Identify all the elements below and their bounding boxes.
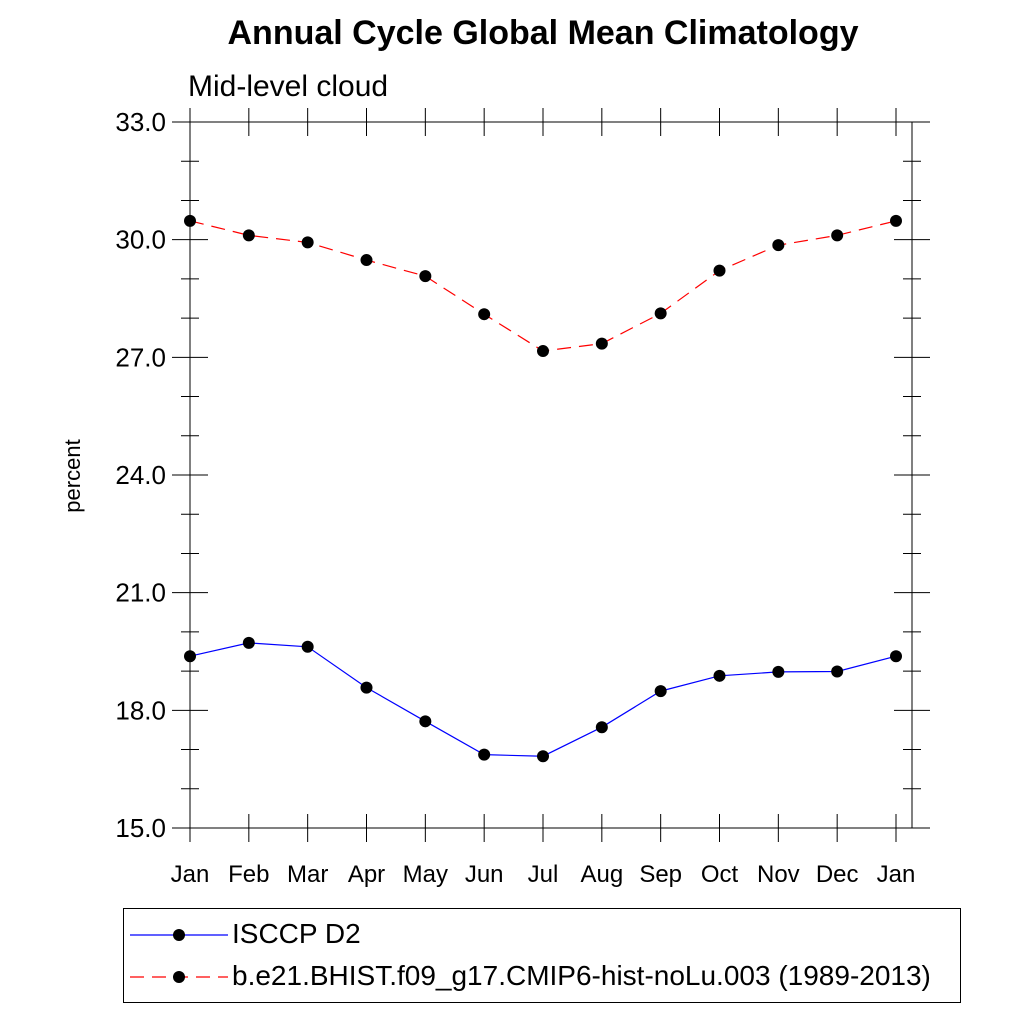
- y-tick-label: 21.0: [115, 578, 166, 608]
- data-point-series-1: [478, 308, 491, 321]
- x-tick-label: May: [403, 861, 448, 888]
- x-tick-label: Apr: [348, 861, 385, 888]
- data-point-series-1: [772, 239, 785, 252]
- legend-entry-isccp: ISCCP D2: [124, 915, 960, 955]
- y-tick-label: 27.0: [115, 342, 166, 372]
- data-point-series-0: [419, 715, 432, 728]
- data-point-series-0: [831, 665, 844, 678]
- data-point-series-0: [242, 636, 255, 649]
- x-tick-label: Nov: [757, 861, 800, 888]
- legend-label-isccp: ISCCP D2: [232, 918, 361, 949]
- data-point-series-1: [537, 345, 549, 358]
- chart-canvas: 15.0 18.0 21.0 24.0 27.0 30.0 33.0 Jan Feb Mar Apr…: [60, 107, 930, 888]
- x-tick-label: Mar: [287, 861, 328, 888]
- plot-frame: [189, 121, 913, 829]
- series-line-1: [189, 220, 897, 352]
- x-tick-label: Jan: [171, 861, 210, 888]
- legend-label-model: b.e21.BHIST.f09_g17.CMIP6-hist-noLu.003 …: [232, 960, 931, 991]
- chart-title: Annual Cycle Global Mean Climatology: [227, 14, 859, 52]
- y-tick-label: 24.0: [115, 460, 166, 490]
- data-point-series-1: [831, 229, 844, 242]
- data-point-series-0: [478, 748, 491, 761]
- x-tick-label: Aug: [580, 861, 623, 888]
- data-point-series-1: [713, 264, 726, 277]
- data-point-series-0: [772, 665, 785, 678]
- legend-marker-solid-line-icon: [130, 929, 228, 941]
- data-point-series-1: [184, 214, 196, 227]
- y-tick-label: 18.0: [115, 695, 166, 725]
- data-point-series-1: [419, 270, 432, 283]
- data-point-series-1: [890, 214, 902, 227]
- x-tick-label: Jan: [877, 861, 916, 888]
- chart-subtitle: Mid-level cloud: [188, 70, 389, 103]
- data-point-series-0: [537, 750, 549, 763]
- data-point-series-0: [713, 669, 726, 682]
- data-point-series-1: [595, 337, 608, 350]
- x-tick-label: Oct: [701, 861, 739, 888]
- data-point-series-1: [301, 236, 314, 249]
- legend: ISCCP D2 b.e21.BHIST.f09_g17.CMIP6-hist-…: [123, 908, 961, 1003]
- x-tick-label: Sep: [639, 861, 682, 888]
- x-tick-label: Dec: [816, 861, 859, 888]
- y-tick-label: 15.0: [115, 813, 166, 843]
- data-point-series-1: [242, 229, 255, 242]
- y-tick-label: 33.0: [115, 107, 166, 137]
- data-point-series-0: [595, 721, 608, 734]
- data-point-series-0: [301, 640, 314, 653]
- data-point-series-1: [654, 307, 667, 320]
- data-point-series-0: [654, 685, 667, 698]
- legend-marker-dashed-line-icon: [130, 971, 228, 983]
- data-point-series-1: [360, 254, 373, 267]
- x-tick-label: Jun: [465, 861, 504, 888]
- x-tick-label: Feb: [228, 861, 269, 888]
- data-point-series-0: [360, 681, 373, 694]
- y-tick-label: 30.0: [115, 225, 166, 255]
- series-line-0: [189, 642, 897, 757]
- legend-entry-model: b.e21.BHIST.f09_g17.CMIP6-hist-noLu.003 …: [124, 957, 960, 997]
- data-point-series-0: [184, 650, 196, 663]
- data-point-series-0: [890, 650, 902, 663]
- x-tick-label: Jul: [528, 861, 559, 888]
- y-axis-label: percent: [60, 439, 85, 512]
